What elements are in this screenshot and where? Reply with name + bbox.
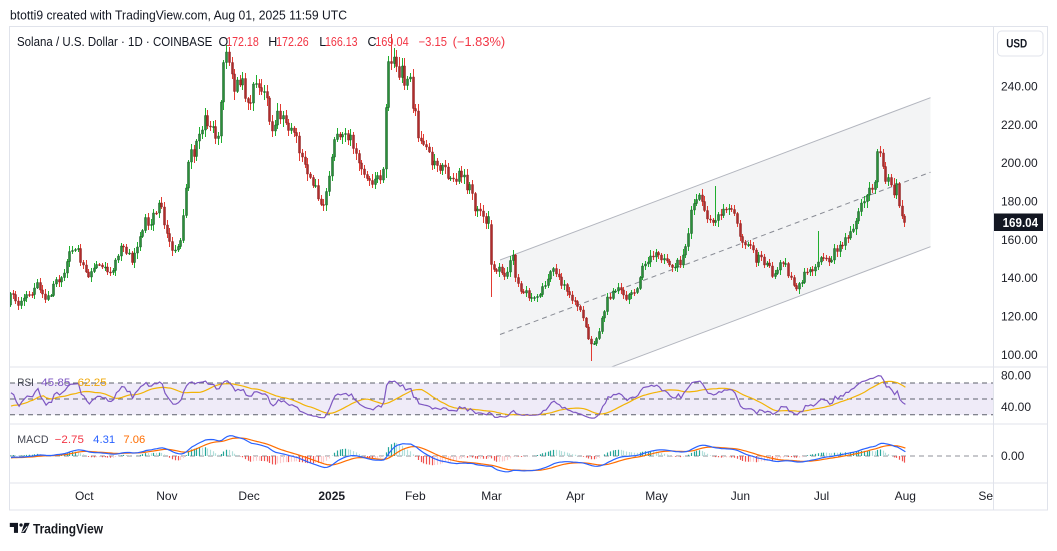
svg-text:169.04: 169.04 <box>1003 216 1039 230</box>
svg-text:Apr: Apr <box>566 489 585 503</box>
svg-text:May: May <box>645 489 668 503</box>
svg-text:200.00: 200.00 <box>1001 156 1038 170</box>
svg-text:Mar: Mar <box>481 489 502 503</box>
svg-text:Jul: Jul <box>814 489 829 503</box>
svg-text:Aug: Aug <box>895 489 916 503</box>
svg-text:Dec: Dec <box>238 489 259 503</box>
svg-text:240.00: 240.00 <box>1001 79 1038 93</box>
svg-text:40.00: 40.00 <box>1001 400 1031 414</box>
svg-text:2025: 2025 <box>318 489 345 503</box>
svg-text:btotti9 created with TradingVi: btotti9 created with TradingView.com, Au… <box>10 8 347 23</box>
svg-text:0.00: 0.00 <box>1001 449 1025 463</box>
svg-text:100.00: 100.00 <box>1001 348 1038 362</box>
svg-text:120.00: 120.00 <box>1001 310 1038 324</box>
svg-text:USD: USD <box>1006 37 1027 51</box>
svg-text:Sep: Sep <box>978 489 1000 503</box>
svg-text:140.00: 140.00 <box>1001 271 1038 285</box>
svg-text:MACD−2.754.317.06: MACD −2.75 4.31 7.06 <box>17 434 145 446</box>
svg-text:180.00: 180.00 <box>1001 195 1038 209</box>
svg-text:TradingView: TradingView <box>33 521 103 537</box>
svg-text:Nov: Nov <box>156 489 177 503</box>
svg-text:160.00: 160.00 <box>1001 233 1038 247</box>
svg-text:80.00: 80.00 <box>1001 368 1031 382</box>
svg-text:220.00: 220.00 <box>1001 118 1038 132</box>
svg-text:Jun: Jun <box>731 489 750 503</box>
svg-text:Oct: Oct <box>75 489 94 503</box>
svg-text:Solana / U.S. Dollar · 1D · CO: Solana / U.S. Dollar · 1D · COINBASE O172… <box>17 35 505 49</box>
svg-text:Feb: Feb <box>405 489 426 503</box>
